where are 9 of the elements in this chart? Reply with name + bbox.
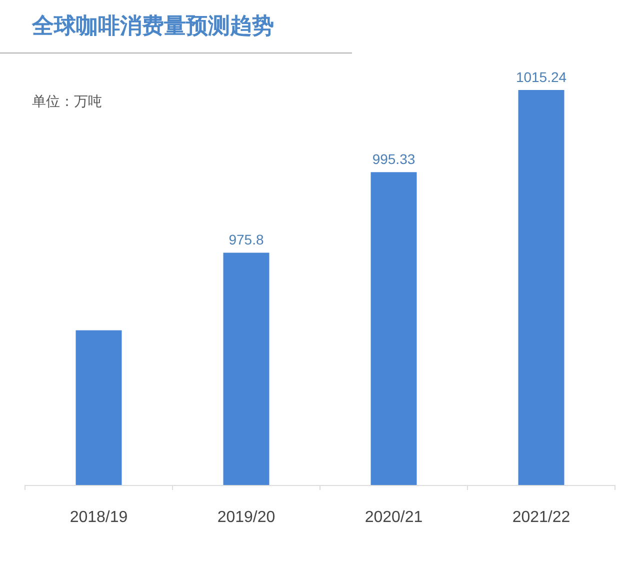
data-label: 975.8 [228, 232, 264, 248]
chart-title: 全球咖啡消费量预测趋势 [31, 13, 274, 39]
x-tick-label: 2019/20 [217, 509, 276, 526]
data-label: 995.33 [372, 151, 416, 168]
x-tick-label: 2018/19 [70, 509, 128, 526]
x-tick-label: 2021/22 [512, 509, 570, 526]
chart-subtitle: 单位：万吨 [32, 93, 102, 109]
data-label: 1015.24 [516, 69, 567, 85]
x-tick-label: 2020/21 [364, 509, 423, 526]
